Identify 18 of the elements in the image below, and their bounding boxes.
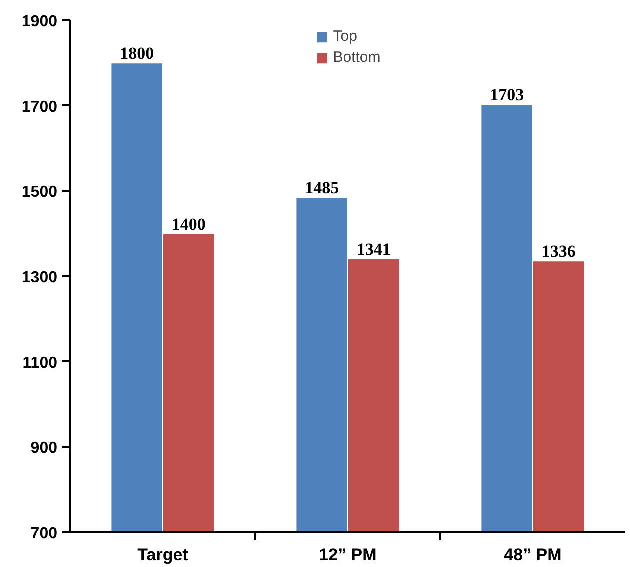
- y-tick-label: 700: [30, 526, 58, 542]
- y-tick-label: 1500: [22, 184, 58, 202]
- y-tick-label: 1900: [22, 14, 58, 30]
- legend-label: Bottom: [333, 49, 381, 66]
- data-label: 1336: [542, 242, 576, 262]
- x-tick-label: 48” PM: [504, 546, 562, 564]
- x-tick-label: 12” PM: [319, 546, 377, 564]
- y-tick-label: 1700: [22, 98, 58, 116]
- y-tick-label: 1100: [22, 354, 58, 372]
- y-tick-label: 900: [30, 440, 58, 458]
- data-label: 1800: [120, 44, 154, 64]
- data-label: 1703: [490, 86, 524, 105]
- data-label: 1485: [305, 178, 340, 198]
- x-tick-label: Target: [138, 546, 189, 564]
- legend-label: Top: [333, 28, 358, 45]
- y-tick-label: 1300: [22, 270, 58, 286]
- data-label: 1341: [356, 240, 391, 260]
- data-label: 1400: [172, 214, 206, 234]
